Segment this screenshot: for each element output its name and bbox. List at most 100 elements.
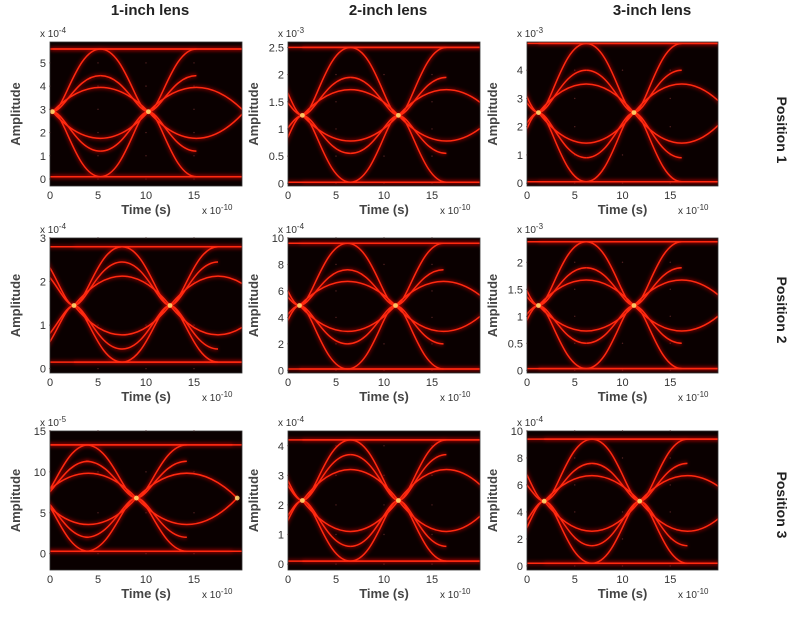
crossing-point [167,303,173,308]
panel-row2-col1: 0 5 10 15 0 1 2 3 Time (s) Amplitude x 10-4 x 10-10 [8,222,243,404]
plot-background [288,42,480,186]
bump-trace [51,86,149,113]
x-tick-label: 10 [140,377,152,389]
y-tick-label: 2 [40,277,46,289]
y-tick-label: 4 [278,441,284,453]
plot-background [50,431,242,570]
y-tick-label: 4 [40,81,46,93]
crossing-point [146,109,151,115]
y-tick-label: 6 [517,480,523,492]
plot-frame [287,430,481,571]
x-tick-label: 5 [95,377,101,389]
bump-trace [537,112,635,144]
y-axis-multiplier: x 10-3 [517,222,544,236]
x-axis-multiplier: x 10-10 [440,390,471,404]
y-tick-label: 0 [278,559,284,571]
y-axis-label: Amplitude [246,82,261,146]
y-tick-label: 1 [517,311,523,323]
panel-row1-col3: 0 5 10 15 0 1 2 3 4 Time (s) Amplitude x 10-3 x 10-1… [485,26,719,217]
x-axis-label: Time (s) [359,586,409,601]
x-tick-label: 15 [664,574,676,586]
x-tick-label: 15 [426,377,438,389]
y-tick-label: 0 [40,174,46,186]
x-tick-label: 15 [426,190,438,202]
plot-background [527,431,718,570]
plot-frame [49,237,243,374]
x-tick-label: 10 [378,377,390,389]
crossing-point [541,498,547,504]
x-tick-label: 0 [47,574,53,586]
y-tick-label: 4 [517,65,523,77]
y-tick-label: 2 [278,500,284,512]
row-title-1: Position 1 [774,97,790,164]
x-tick-label: 10 [616,377,628,389]
bump-trace [147,86,242,113]
plot-background [288,238,480,373]
y-tick-label: 8 [517,453,523,465]
bump-trace [135,472,238,499]
crossing-point [631,110,637,115]
x-axis-label: Time (s) [598,202,648,217]
y-tick-label: 0 [517,178,523,190]
y-tick-label: 2 [517,534,523,546]
bump-trace [394,304,480,333]
plot-frame [526,41,719,187]
bump-trace [301,88,399,116]
x-axis-multiplier: x 10-10 [678,203,709,217]
crossing-point [50,109,55,115]
y-axis-multiplier: x 10-4 [40,26,67,40]
y-tick-label: 3 [278,470,284,482]
bump-trace [135,497,238,526]
y-tick-label: 10 [34,467,46,479]
y-axis-label: Amplitude [8,469,23,533]
x-tick-label: 0 [524,574,530,586]
x-tick-label: 0 [47,377,53,389]
y-axis-multiplier: x 10-5 [40,415,67,429]
bump-trace [394,280,480,307]
x-tick-label: 15 [188,377,200,389]
y-tick-label: 4 [278,312,284,324]
x-tick-label: 10 [140,190,152,202]
panel-row2-col3: 0 5 10 15 0 0.5 1 1.5 2 Time (s) Amplitude x 10-3 x … [485,222,719,404]
y-tick-label: 5 [40,508,46,520]
x-axis-multiplier: x 10-10 [678,390,709,404]
y-tick-label: 1 [278,124,284,136]
y-axis-multiplier: x 10-4 [278,222,305,236]
bump-trace [298,304,397,333]
x-axis-label: Time (s) [121,389,171,404]
bump-trace [633,112,718,144]
y-axis-label: Amplitude [8,82,23,146]
bump-trace [633,279,718,307]
crossing-point [297,303,302,308]
y-axis-multiplier: x 10-4 [278,415,305,429]
x-tick-label: 15 [426,574,438,586]
y-tick-label: 0 [517,561,523,573]
panel-row1-col2: 0 5 10 15 0 0.5 1 1.5 2 2.5 Time (s) Amplitude x 10-… [246,26,481,217]
x-tick-label: 0 [47,190,53,202]
transition-trace [50,505,89,552]
y-tick-label: 0 [517,365,523,377]
crossing-point [300,112,305,118]
y-axis-multiplier: x 10-4 [517,415,544,429]
y-axis-label: Amplitude [246,274,261,338]
x-axis-label: Time (s) [121,202,171,217]
bump-trace [639,474,718,502]
plot-background [527,42,718,186]
y-axis-multiplier: x 10-3 [517,26,544,40]
bump-trace [397,114,480,142]
y-axis-label: Amplitude [485,274,500,338]
y-axis-label: Amplitude [8,274,23,338]
crossing-point [300,498,305,503]
y-tick-label: 0 [40,549,46,561]
x-tick-label: 10 [616,574,628,586]
x-tick-label: 5 [333,574,339,586]
y-tick-label: 0 [40,364,46,376]
x-tick-label: 15 [664,377,676,389]
bump-trace [147,111,242,140]
x-tick-label: 10 [616,190,628,202]
y-axis-label: Amplitude [485,469,500,533]
y-tick-label: 0 [278,178,284,190]
x-tick-label: 0 [285,377,291,389]
